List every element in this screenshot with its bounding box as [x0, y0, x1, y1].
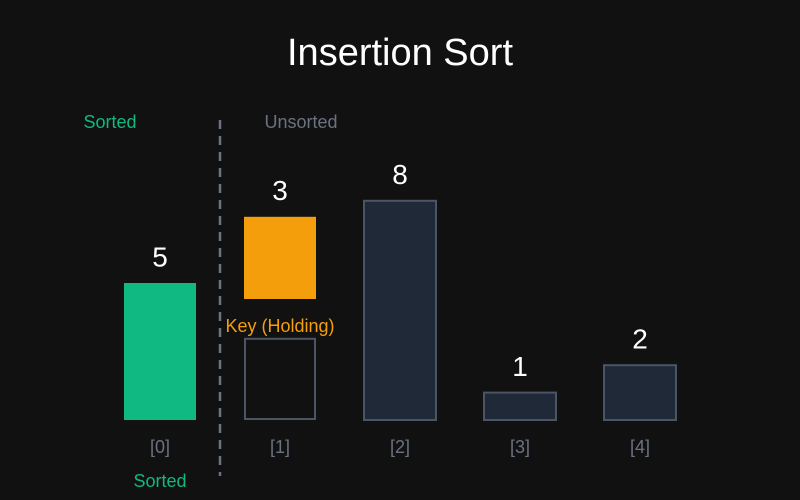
x-tick-label: [3]	[510, 437, 530, 457]
bar	[603, 364, 677, 422]
x-tick-label: [0]	[150, 437, 170, 457]
placeholder-slot	[244, 337, 316, 420]
x-tick-label: [4]	[630, 437, 650, 457]
x-tick-label: [2]	[390, 437, 410, 457]
bar	[244, 216, 316, 299]
unsorted-label: Unsorted	[264, 112, 337, 132]
x-tick-label: [1]	[270, 437, 290, 457]
sorted-label: Sorted	[83, 112, 136, 132]
footer-label: Sorted	[133, 471, 186, 491]
value-label: 8	[392, 159, 408, 190]
value-label: 2	[632, 324, 648, 355]
key-label: Key (Holding)	[225, 316, 334, 336]
value-label: 3	[272, 175, 288, 206]
bar	[124, 283, 196, 420]
value-label: 1	[512, 351, 528, 382]
value-label: 5	[152, 241, 168, 272]
bar	[363, 199, 437, 421]
bar	[483, 391, 557, 422]
chart-title: Insertion Sort	[287, 32, 513, 74]
